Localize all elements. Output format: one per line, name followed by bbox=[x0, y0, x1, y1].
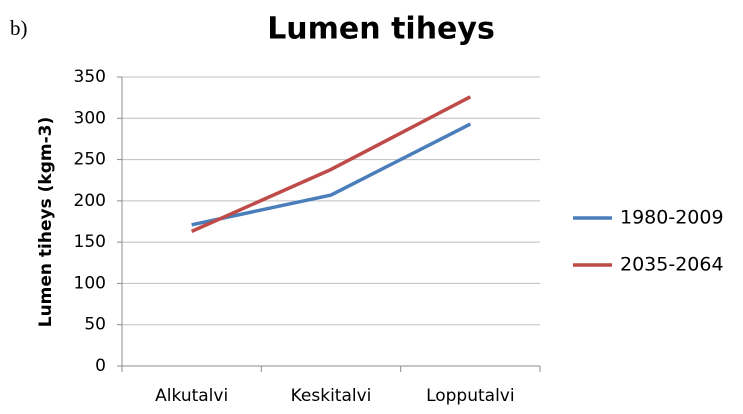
y-tick-label: 150 bbox=[74, 232, 106, 252]
y-axis-label: Lumen tiheys (kgm-3) bbox=[36, 117, 56, 328]
series-line bbox=[190, 95, 472, 234]
y-tick-label: 100 bbox=[74, 273, 106, 293]
y-tick-label: 300 bbox=[74, 108, 106, 128]
x-tick-label: Alkutalvi bbox=[155, 386, 228, 406]
panel-label: b) bbox=[10, 16, 28, 40]
series-line bbox=[191, 122, 472, 227]
x-tick-label: Keskitalvi bbox=[291, 386, 372, 406]
y-tick-label: 50 bbox=[84, 315, 106, 335]
y-tick-label: 350 bbox=[74, 67, 106, 87]
legend-label: 2035-2064 bbox=[620, 254, 724, 276]
x-tick-label: Lopputalvi bbox=[426, 386, 515, 406]
y-tick-label: 250 bbox=[74, 150, 106, 170]
y-tick-label: 200 bbox=[74, 191, 106, 211]
y-tick-label: 0 bbox=[95, 356, 106, 376]
legend-label: 1980-2009 bbox=[620, 207, 724, 229]
chart-title: Lumen tiheys bbox=[267, 12, 495, 47]
